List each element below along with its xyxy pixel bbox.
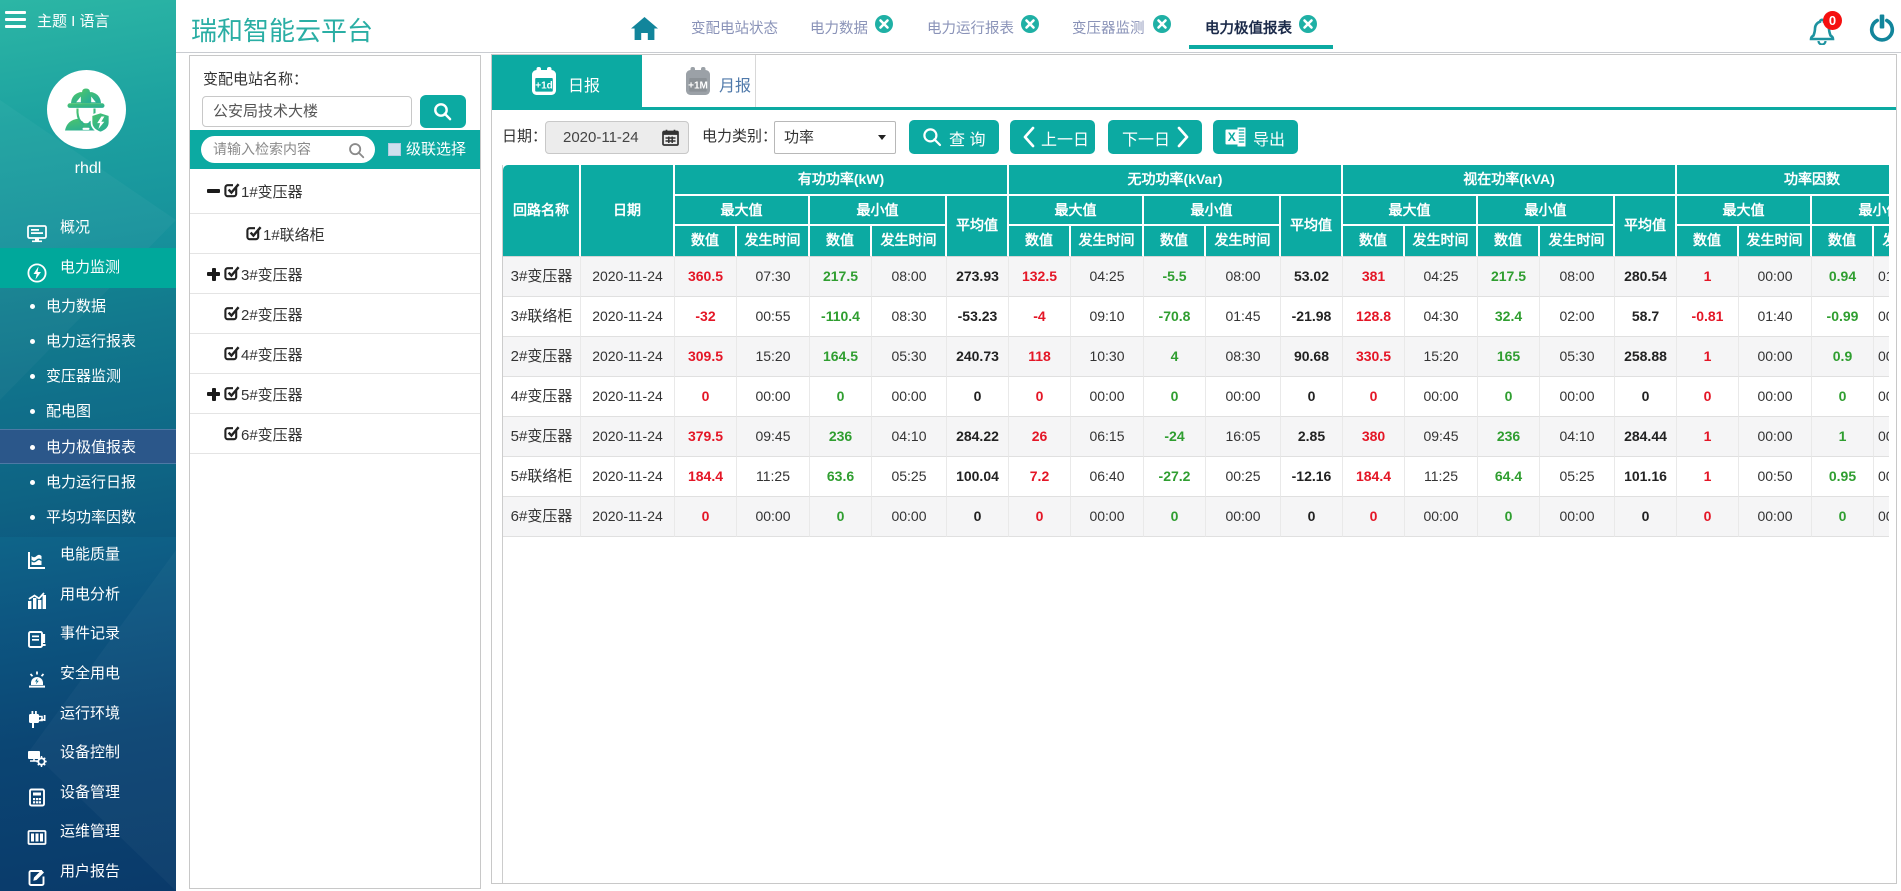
svg-text:+1d: +1d <box>535 81 553 92</box>
svg-text:X: X <box>1228 130 1236 144</box>
svg-text:+1M: +1M <box>688 81 708 92</box>
